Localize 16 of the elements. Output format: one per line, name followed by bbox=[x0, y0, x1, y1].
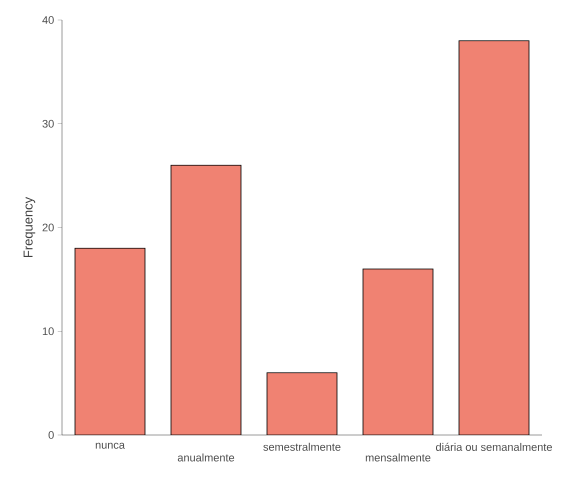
bar bbox=[362, 268, 434, 435]
x-tick-label: mensalmente bbox=[366, 453, 430, 462]
x-tick-label: semestralmente bbox=[263, 442, 340, 451]
bar bbox=[170, 164, 242, 435]
y-tick-label: 30 bbox=[42, 120, 54, 128]
y-tick-label: 10 bbox=[42, 327, 54, 336]
y-tick-label: 20 bbox=[42, 224, 54, 232]
bar bbox=[458, 40, 530, 435]
bar bbox=[266, 372, 338, 435]
x-tick-label: nunca bbox=[96, 442, 125, 449]
y-tick-label: 0 bbox=[48, 431, 54, 439]
y-tick-label: 40 bbox=[42, 16, 54, 24]
y-axis-title: Frequency bbox=[24, 196, 36, 258]
x-tick-label: diária ou semanalmente bbox=[436, 442, 552, 451]
bar bbox=[74, 248, 146, 435]
x-tick-label: anualmente bbox=[178, 453, 234, 462]
